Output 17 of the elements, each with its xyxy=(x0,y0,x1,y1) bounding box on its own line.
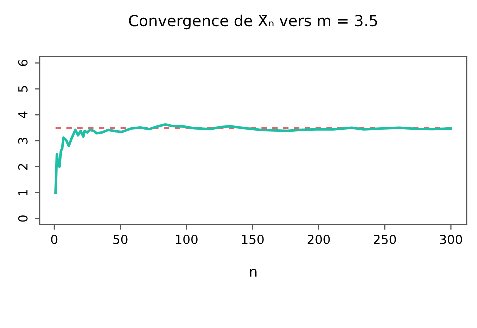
y-tick-label: 3 xyxy=(18,138,28,144)
x-tick-label: 250 xyxy=(374,234,396,244)
x-tick-label: 300 xyxy=(440,234,462,244)
x-tick-label: 50 xyxy=(114,234,128,244)
x-axis-title: n xyxy=(250,269,257,277)
x-tick-label: 200 xyxy=(308,234,330,244)
y-tick-label: 0 xyxy=(18,216,28,222)
y-tick-label: 2 xyxy=(18,164,28,170)
y-tick-label: 1 xyxy=(18,190,28,196)
y-tick-label: 4 xyxy=(18,112,28,118)
x-tick-label: 150 xyxy=(242,234,264,244)
chart-title: Convergence de X̄ₙ vers m = 3.5 xyxy=(129,14,378,30)
y-tick-label: 6 xyxy=(18,60,28,66)
y-tick-label: 5 xyxy=(18,86,28,92)
x-tick-label: 0 xyxy=(51,234,58,244)
x-tick-label: 100 xyxy=(176,234,198,244)
line-series xyxy=(54,123,452,194)
